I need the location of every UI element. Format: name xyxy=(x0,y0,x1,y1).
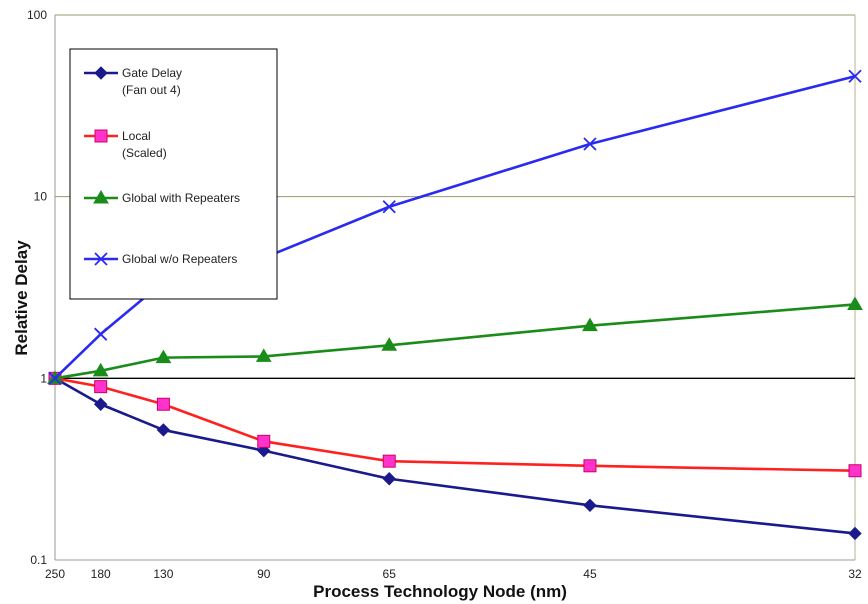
x-tick-label: 32 xyxy=(848,567,862,581)
data-point xyxy=(847,296,863,310)
data-point xyxy=(48,371,62,385)
data-point xyxy=(257,434,271,448)
data-point xyxy=(583,498,597,513)
legend-swatch-marker xyxy=(94,252,108,266)
data-point xyxy=(848,69,862,83)
data-point xyxy=(381,337,398,351)
data-point xyxy=(583,459,597,473)
legend-label-line2: (Fan out 4) xyxy=(122,83,181,97)
data-point xyxy=(94,380,108,394)
data-point xyxy=(255,348,272,362)
data-point xyxy=(94,327,108,341)
x-tick-label: 130 xyxy=(153,567,173,581)
legend-swatch-marker xyxy=(93,190,109,204)
legend-label-line2: (Scaled) xyxy=(122,146,167,160)
data-point xyxy=(156,397,170,411)
x-tick-label: 65 xyxy=(383,567,397,581)
data-point xyxy=(848,526,862,541)
data-point xyxy=(93,397,108,411)
legend-swatch-marker xyxy=(94,66,108,80)
x-tick-label: 250 xyxy=(45,567,65,581)
series-3 xyxy=(47,296,863,384)
legend-swatch-marker xyxy=(94,129,108,143)
y-tick-label: 1 xyxy=(40,371,47,385)
legend-item: Global w/o Repeaters xyxy=(84,252,237,266)
legend-item: Global with Repeaters xyxy=(84,190,240,205)
data-point xyxy=(583,137,597,151)
data-point xyxy=(92,362,109,377)
y-tick-label: 0.1 xyxy=(30,553,47,567)
legend-item: Gate Delay (Fan out 4) xyxy=(84,66,182,97)
legend-label: Global with Repeaters xyxy=(122,191,240,205)
legend-box xyxy=(69,48,278,300)
y-axis-title: Relative Delay xyxy=(12,240,31,356)
data-point xyxy=(155,349,172,364)
legend-label: Local xyxy=(122,129,151,143)
x-axis-ticks: 250 180 130 90 65 45 32 xyxy=(45,567,862,581)
data-point xyxy=(382,200,396,214)
data-point xyxy=(156,423,171,437)
data-point xyxy=(582,317,598,332)
legend-label: Global w/o Repeaters xyxy=(122,252,237,266)
data-point xyxy=(382,472,396,486)
data-point xyxy=(382,454,396,468)
x-tick-label: 180 xyxy=(91,567,111,581)
y-tick-label: 10 xyxy=(34,190,48,204)
legend-label: Gate Delay xyxy=(122,66,182,80)
y-tick-label: 100 xyxy=(27,8,47,22)
y-axis-ticks: 100 10 1 0.1 xyxy=(27,8,47,567)
x-tick-label: 45 xyxy=(583,567,597,581)
legend: Gate Delay (Fan out 4) Local (Scaled) Global… xyxy=(69,48,278,300)
x-tick-label: 90 xyxy=(257,567,271,581)
x-axis-title: Process Technology Node (nm) xyxy=(313,582,567,601)
legend-item: Local (Scaled) xyxy=(84,129,167,160)
data-point xyxy=(848,464,862,478)
